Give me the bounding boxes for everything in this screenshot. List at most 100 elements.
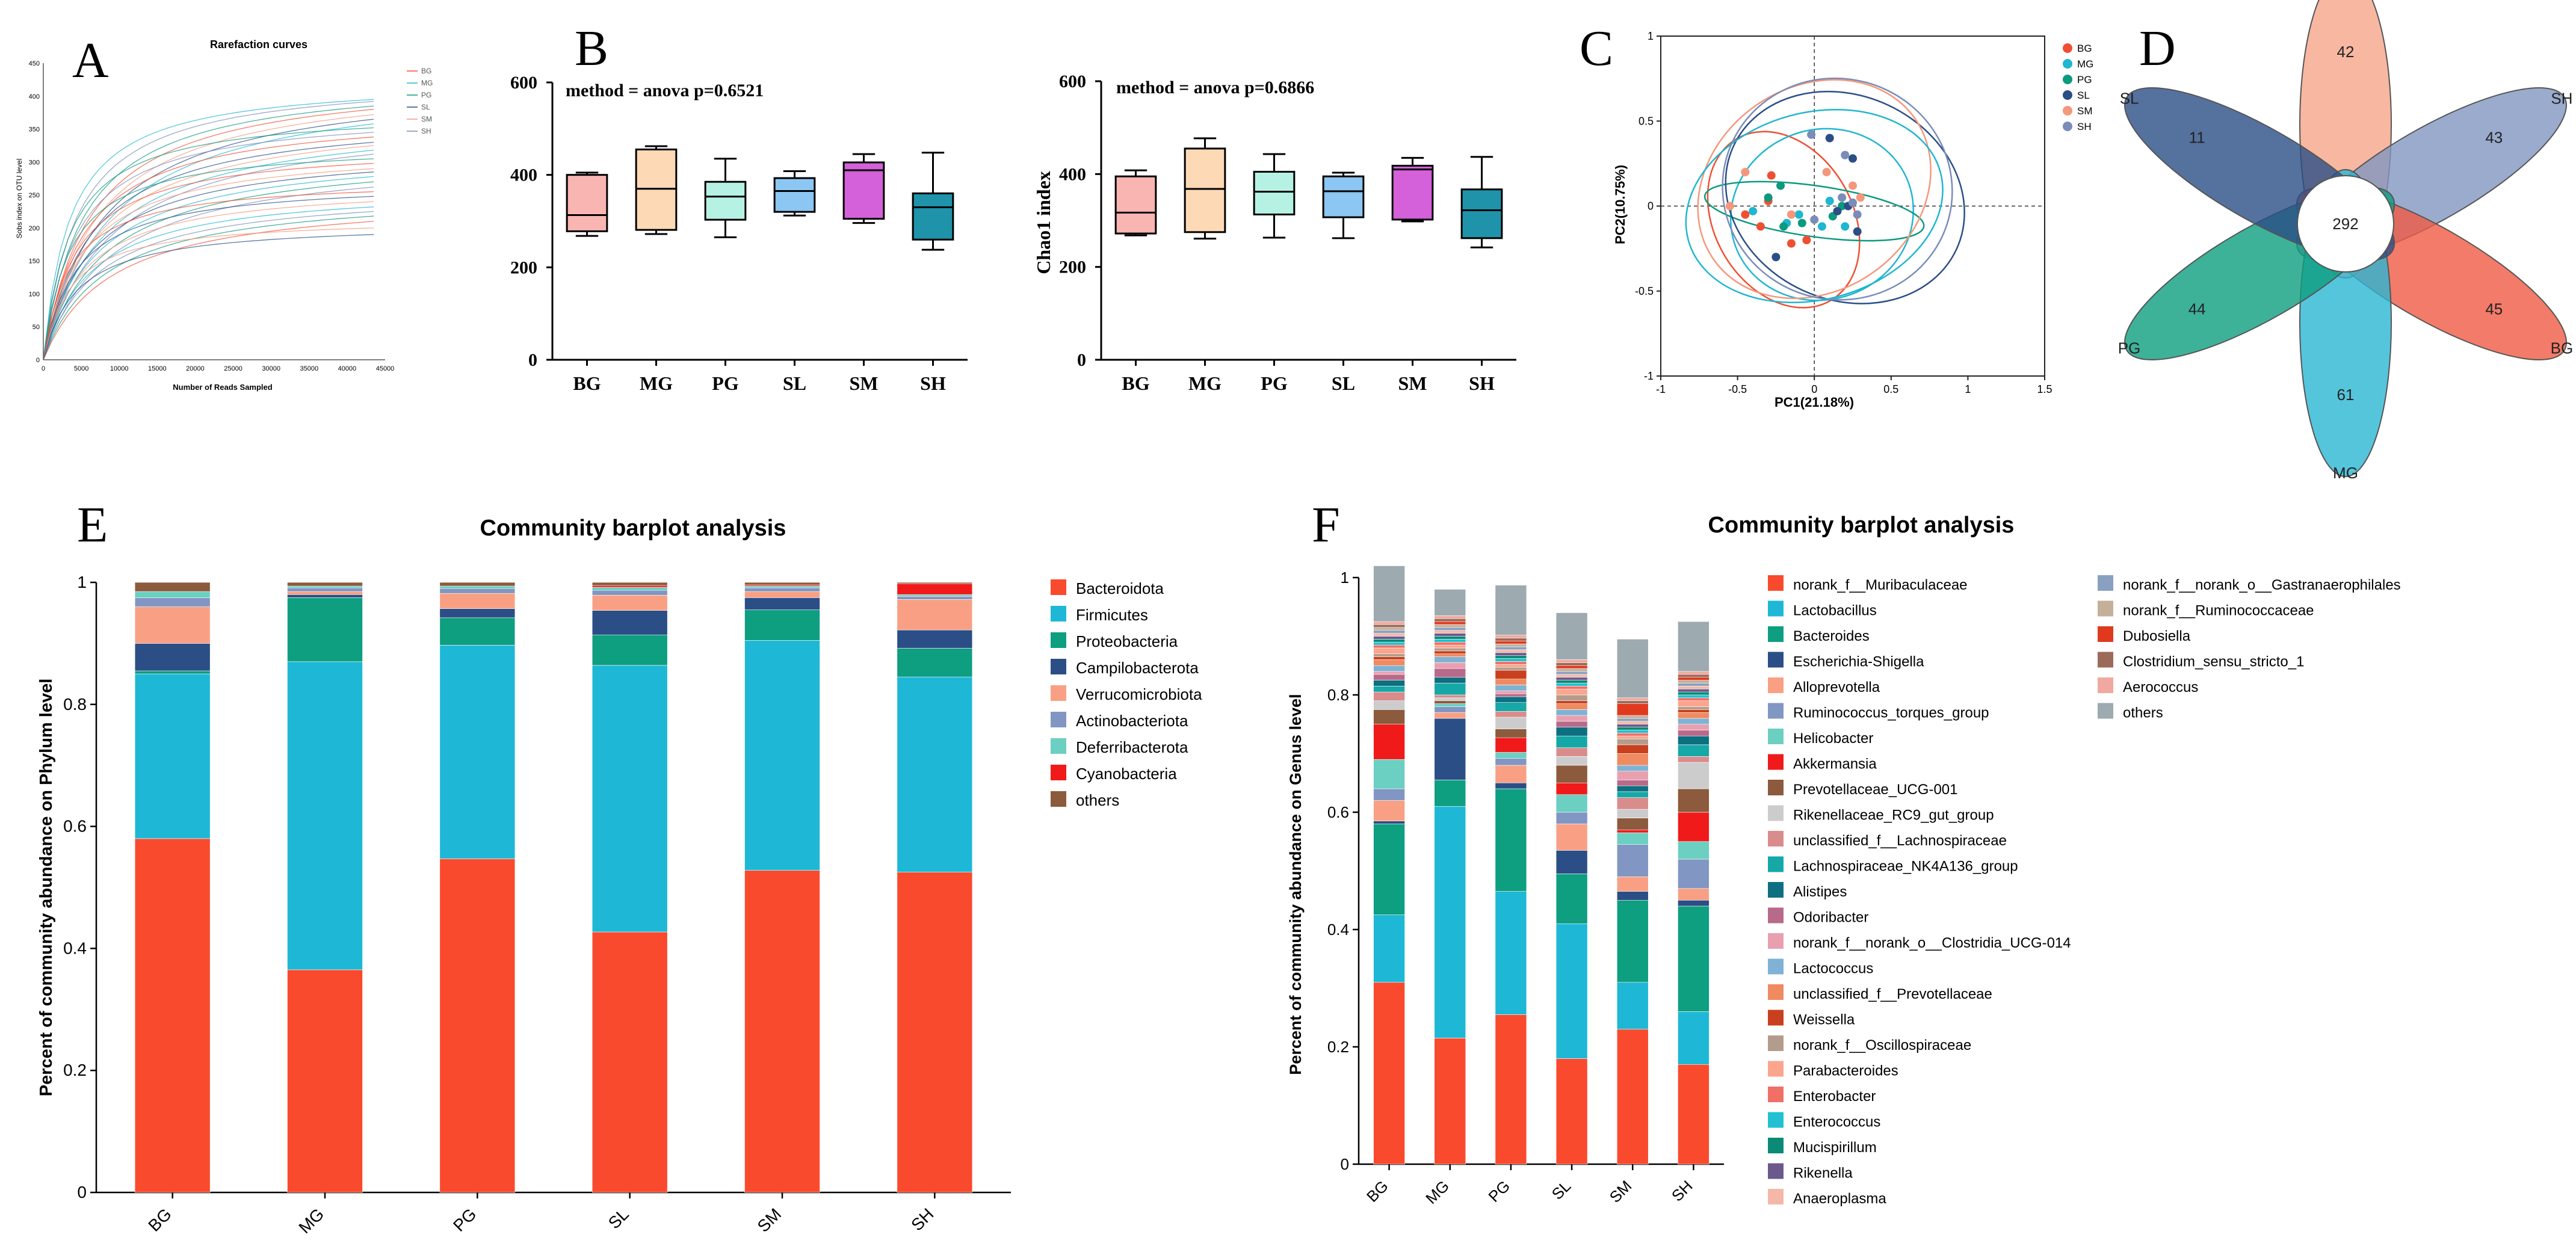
f-bar-SH xyxy=(1678,677,1710,680)
e-x-tick-label-SM: SM xyxy=(754,1204,785,1236)
b2-y-tick-label: 200 xyxy=(1059,258,1086,277)
f-bar-SL xyxy=(1555,677,1588,680)
f-bar-BG xyxy=(1373,621,1405,625)
f-bar-SL xyxy=(1555,694,1588,702)
b1-box-SH xyxy=(912,192,954,241)
f-bar-SM xyxy=(1616,899,1649,983)
c-ellipse-SH xyxy=(1722,77,1953,301)
f-bar-PG xyxy=(1495,641,1527,644)
f-bar-SH xyxy=(1678,712,1710,719)
c-point-MG xyxy=(1825,197,1834,206)
f-bar-SH xyxy=(1678,762,1710,789)
f-legend-label: Escherichia-Shigella xyxy=(1793,654,1924,670)
panel-d-venn: 42SM43SH45BG61MG44PG11SL292 xyxy=(2118,0,2573,482)
a-curve-BG xyxy=(43,221,374,360)
f-bar-PG xyxy=(1495,737,1527,753)
f-bar-SL xyxy=(1555,794,1588,813)
f-legend-swatch xyxy=(1768,780,1784,795)
a-curve-PG xyxy=(43,215,374,360)
e-bar-SH xyxy=(897,648,973,677)
e-bar-MG xyxy=(287,661,363,970)
f-bar-PG xyxy=(1495,758,1527,766)
f-bar-SH xyxy=(1678,888,1710,901)
f-legend-swatch xyxy=(2098,600,2113,617)
f-bar-SM xyxy=(1616,715,1649,719)
panel-a-rarefaction: Rarefaction curves Number of Reads Sampl… xyxy=(15,39,433,392)
f-bar-PG xyxy=(1495,670,1527,679)
f-bar-BG xyxy=(1373,800,1405,821)
a-x-tick-label: 40000 xyxy=(338,365,357,372)
f-bar-SM xyxy=(1616,791,1649,798)
c-x-tick-label: 0.5 xyxy=(1883,383,1898,395)
b1-x-tick-label-MG: MG xyxy=(640,372,673,394)
a-x-tick-label: 30000 xyxy=(262,365,280,372)
f-bar-SL xyxy=(1555,721,1588,727)
b2-x-tick-label-PG: PG xyxy=(1261,372,1288,394)
b2-x-tick-label-SH: SH xyxy=(1469,372,1495,394)
a-curve-BG xyxy=(43,109,374,360)
f-bar-SH xyxy=(1678,859,1710,889)
f-bar-BG xyxy=(1373,641,1405,646)
e-bar-SL xyxy=(591,634,668,666)
e-bar-BG xyxy=(134,597,211,607)
f-bar-SM xyxy=(1616,832,1649,845)
f-bar-BG xyxy=(1373,566,1405,622)
f-bar-BG xyxy=(1373,982,1405,1165)
f-bar-SM xyxy=(1616,738,1649,745)
f-y-tick-label: 0.8 xyxy=(1327,686,1349,704)
f-bar-SL xyxy=(1555,1058,1588,1165)
f-legend-label: norank_f__Muribaculaceae xyxy=(1793,577,1968,593)
f-x-tick-label-MG: MG xyxy=(1422,1177,1453,1207)
f-bar-SH xyxy=(1678,691,1710,695)
b2-box-SH xyxy=(1460,188,1503,239)
b1-y-tick-label: 0 xyxy=(528,350,537,370)
a-legend-label-SH: SH xyxy=(421,127,431,135)
f-bar-SM xyxy=(1616,765,1649,772)
c-legend-label-PG: PG xyxy=(2077,74,2092,85)
c-point-SM xyxy=(1741,168,1750,176)
e-bar-SH xyxy=(897,629,973,649)
e-y-tick-label: 0.8 xyxy=(63,695,87,714)
f-bar-SM xyxy=(1616,697,1649,702)
e-bar-BG xyxy=(134,582,211,592)
f-legend-label: others xyxy=(2123,705,2163,721)
c-point-MG xyxy=(1817,222,1826,231)
c-point-SM xyxy=(1822,168,1831,176)
f-bar-SM xyxy=(1616,818,1649,830)
e-bar-SH xyxy=(897,872,973,1193)
e-bar-SH xyxy=(897,599,973,631)
f-legend-label: Alloprevotella xyxy=(1793,679,1880,695)
f-bar-BG xyxy=(1373,709,1405,725)
a-curve-SH xyxy=(43,153,374,360)
f-bar-SH xyxy=(1678,700,1710,707)
c-point-SL xyxy=(1771,253,1781,262)
a-legend-label-MG: MG xyxy=(421,79,433,87)
b1-box-SL xyxy=(773,177,816,213)
panel-c-ylabel: PC2(10.75%) xyxy=(1613,165,1628,244)
f-bar-BG xyxy=(1373,665,1405,672)
a-legend-label-BG: BG xyxy=(421,67,431,75)
panel-a-ylabel: Sobs index on OTU level xyxy=(15,159,23,239)
panel-e-title: Community barplot analysis xyxy=(480,516,786,541)
a-y-tick-label: 0 xyxy=(36,357,40,364)
f-bar-SH xyxy=(1678,730,1710,736)
f-bar-MG xyxy=(1434,700,1466,704)
b2-x-tick-label-SM: SM xyxy=(1398,372,1427,394)
f-bar-PG xyxy=(1495,729,1527,738)
c-point-SL xyxy=(1853,227,1862,236)
f-legend-swatch xyxy=(1768,754,1784,770)
c-point-SH xyxy=(1853,210,1862,219)
f-bar-SH xyxy=(1678,694,1710,699)
a-y-tick-label: 150 xyxy=(29,258,40,265)
panel-b1-annotation: method = anova p=0.6521 xyxy=(566,81,764,100)
f-bar-PG xyxy=(1495,658,1527,662)
f-legend-swatch xyxy=(1768,1061,1784,1077)
c-legend-label-SM: SM xyxy=(2077,105,2093,117)
f-bar-SL xyxy=(1555,683,1588,686)
f-bar-SM xyxy=(1616,700,1649,704)
a-curve-SM xyxy=(43,201,374,360)
panel-a-title: Rarefaction curves xyxy=(210,39,307,51)
c-point-PG xyxy=(1776,181,1785,190)
f-legend-swatch xyxy=(2098,677,2113,693)
f-bar-BG xyxy=(1373,759,1405,789)
